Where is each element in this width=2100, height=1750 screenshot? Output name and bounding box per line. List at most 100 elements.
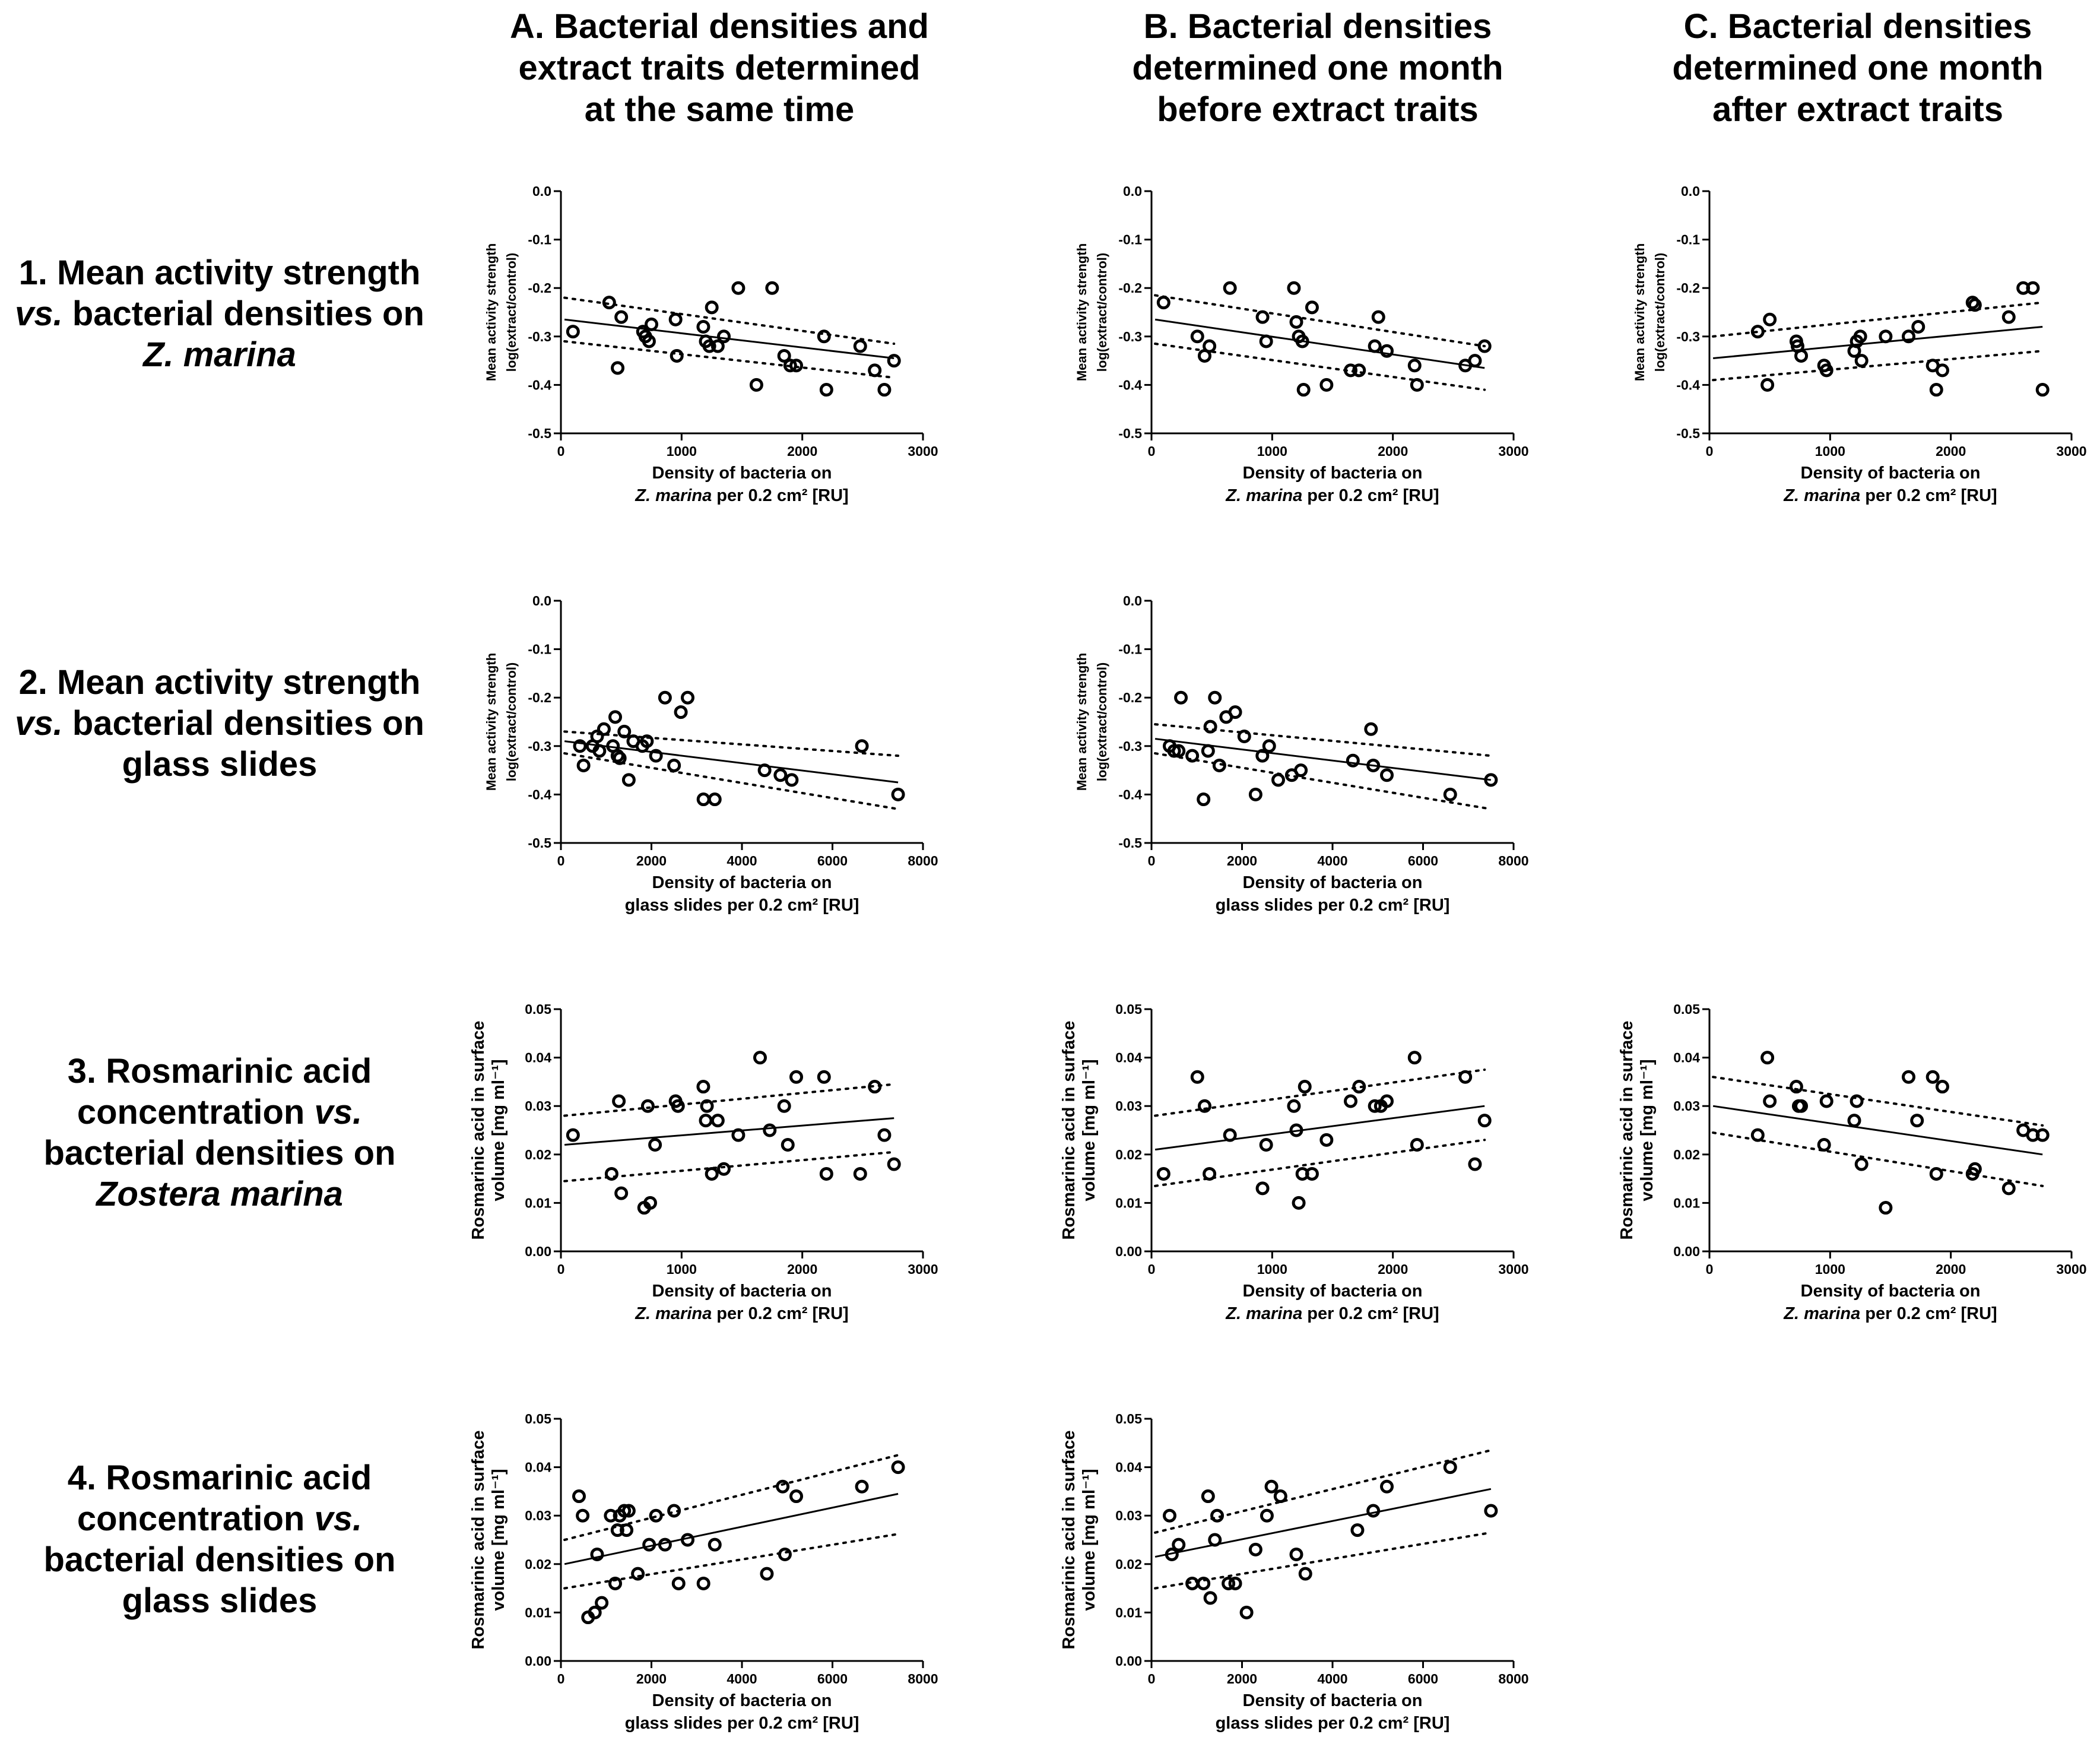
data-point <box>614 1186 629 1200</box>
data-point <box>789 1070 803 1084</box>
data-point <box>631 1567 645 1581</box>
y-tick-label: 0.00 <box>525 1244 551 1259</box>
y-tick-label: 0.01 <box>525 1605 551 1620</box>
y-tick-label: -0.2 <box>1118 690 1142 705</box>
data-point <box>610 1523 624 1537</box>
row-label-line: 2. Mean activity strength <box>0 662 439 703</box>
data-point <box>1352 1080 1366 1094</box>
regression-line <box>1154 1105 1485 1151</box>
data-point <box>1968 1162 1982 1176</box>
y-axis-label: Rosmarinic acid in surface <box>1059 1020 1078 1239</box>
data-point <box>891 1460 905 1475</box>
data-point <box>648 1137 662 1152</box>
y-axis-label: log(extract/control) <box>504 253 519 372</box>
data-point <box>604 1166 618 1181</box>
data-point <box>576 1508 590 1523</box>
row-label-line: bacterial densities on <box>0 1133 439 1174</box>
data-point <box>1344 363 1357 378</box>
confidence-band-lower <box>1154 1139 1486 1187</box>
data-point <box>1165 1547 1179 1561</box>
row-label-line: vs. bacterial densities on <box>0 703 439 744</box>
y-tick-label: 0.03 <box>525 1508 551 1523</box>
data-point <box>620 1523 634 1537</box>
data-point <box>645 317 658 331</box>
y-tick-label: -0.3 <box>1118 329 1142 344</box>
y-tick-label: -0.3 <box>528 329 551 344</box>
row-label-run: 3. Rosmarinic acid <box>67 1052 372 1090</box>
data-point <box>573 739 587 753</box>
row-label-line: concentration vs. <box>0 1092 439 1133</box>
data-point <box>1794 1099 1809 1113</box>
data-point <box>1271 773 1285 787</box>
chart-1b: 0.0 -0.1 -0.2 -0.3 -0.4 -0.5 0 1000 2000 3000 Dens… <box>1074 183 1529 505</box>
data-point <box>2026 281 2040 295</box>
data-point <box>1292 1196 1306 1210</box>
data-point <box>696 1576 710 1590</box>
data-point <box>1477 339 1492 353</box>
confidence-band-upper <box>1712 301 2044 338</box>
data-point <box>1190 1070 1204 1084</box>
data-point <box>877 383 892 397</box>
x-tick-label: 6000 <box>1408 1671 1438 1686</box>
y-tick-label: 0.0 <box>1123 593 1142 608</box>
y-axis-label: Mean activity strength <box>1074 243 1089 381</box>
x-tick-label: 2000 <box>636 1671 667 1686</box>
data-point <box>1228 1576 1242 1590</box>
column-header-line: determined one month <box>1672 49 2044 87</box>
x-axis-label-run: Z. marina <box>1225 1304 1302 1323</box>
data-point <box>640 1099 655 1113</box>
data-point <box>757 763 772 778</box>
x-tick-label: 2000 <box>1378 443 1408 459</box>
data-point <box>868 363 882 378</box>
confidence-band-upper <box>1712 1076 2044 1127</box>
data-point <box>602 296 616 310</box>
y-tick-label: 0.02 <box>1673 1147 1700 1162</box>
row-label-run: glass slides <box>122 745 318 784</box>
y-tick-label: -0.5 <box>1118 835 1142 851</box>
column-header-line: B. Bacterial densities <box>1143 7 1492 46</box>
x-axis-label-run: Density of bacteria on <box>1243 1691 1423 1710</box>
data-point <box>1935 363 1949 378</box>
x-tick-label: 1000 <box>1815 443 1845 459</box>
data-point <box>696 1080 710 1094</box>
x-axis-label-run: per 0.2 cm² [RU] <box>1860 1304 1997 1323</box>
x-axis-label-run: Density of bacteria on <box>1243 873 1423 892</box>
regression-line <box>564 1117 894 1146</box>
y-tick-label: 0.04 <box>525 1460 551 1475</box>
data-point <box>1289 315 1303 329</box>
data-point <box>1364 722 1378 736</box>
data-point <box>1222 1576 1236 1590</box>
x-axis-label-run: Z. marina <box>1225 486 1302 505</box>
row-label-run: 2. Mean activity strength <box>18 663 421 702</box>
data-point <box>1203 1591 1217 1605</box>
data-point <box>1929 1166 1943 1181</box>
data-point <box>1319 378 1334 392</box>
data-point <box>1344 1094 1357 1108</box>
data-point <box>608 710 622 724</box>
y-tick-label: -0.4 <box>528 787 551 802</box>
y-tick-label: 0.03 <box>1673 1098 1700 1114</box>
data-point <box>853 1166 867 1181</box>
data-point <box>590 1547 604 1561</box>
row-label-4: 4. Rosmarinic acid concentration vs. bacte… <box>0 1457 439 1621</box>
data-point <box>1407 1051 1422 1065</box>
data-point <box>572 1489 586 1504</box>
confidence-band-lower <box>1154 752 1492 810</box>
data-point <box>674 705 688 719</box>
data-point <box>1350 1523 1365 1537</box>
x-tick-label: 6000 <box>1408 853 1438 868</box>
data-point <box>1248 1542 1262 1556</box>
data-point <box>658 1537 672 1552</box>
column-header-line: determined one month <box>1132 49 1503 87</box>
row-label-line: 3. Rosmarinic acid <box>0 1051 439 1092</box>
x-tick-label: 2000 <box>787 1261 817 1277</box>
data-point <box>1750 1128 1765 1142</box>
x-axis-label-run: glass slides per 0.2 cm² [RU] <box>1216 1714 1450 1733</box>
x-axis-label: Density of bacteria on <box>652 464 832 483</box>
data-point <box>765 281 779 295</box>
x-axis-label-run: per 0.2 cm² [RU] <box>1302 1304 1439 1323</box>
y-tick-label: 0.0 <box>1123 183 1142 199</box>
data-point <box>887 1157 901 1171</box>
row-label-run: Z. marina <box>143 335 296 374</box>
y-tick-label: 0.02 <box>1115 1147 1142 1162</box>
